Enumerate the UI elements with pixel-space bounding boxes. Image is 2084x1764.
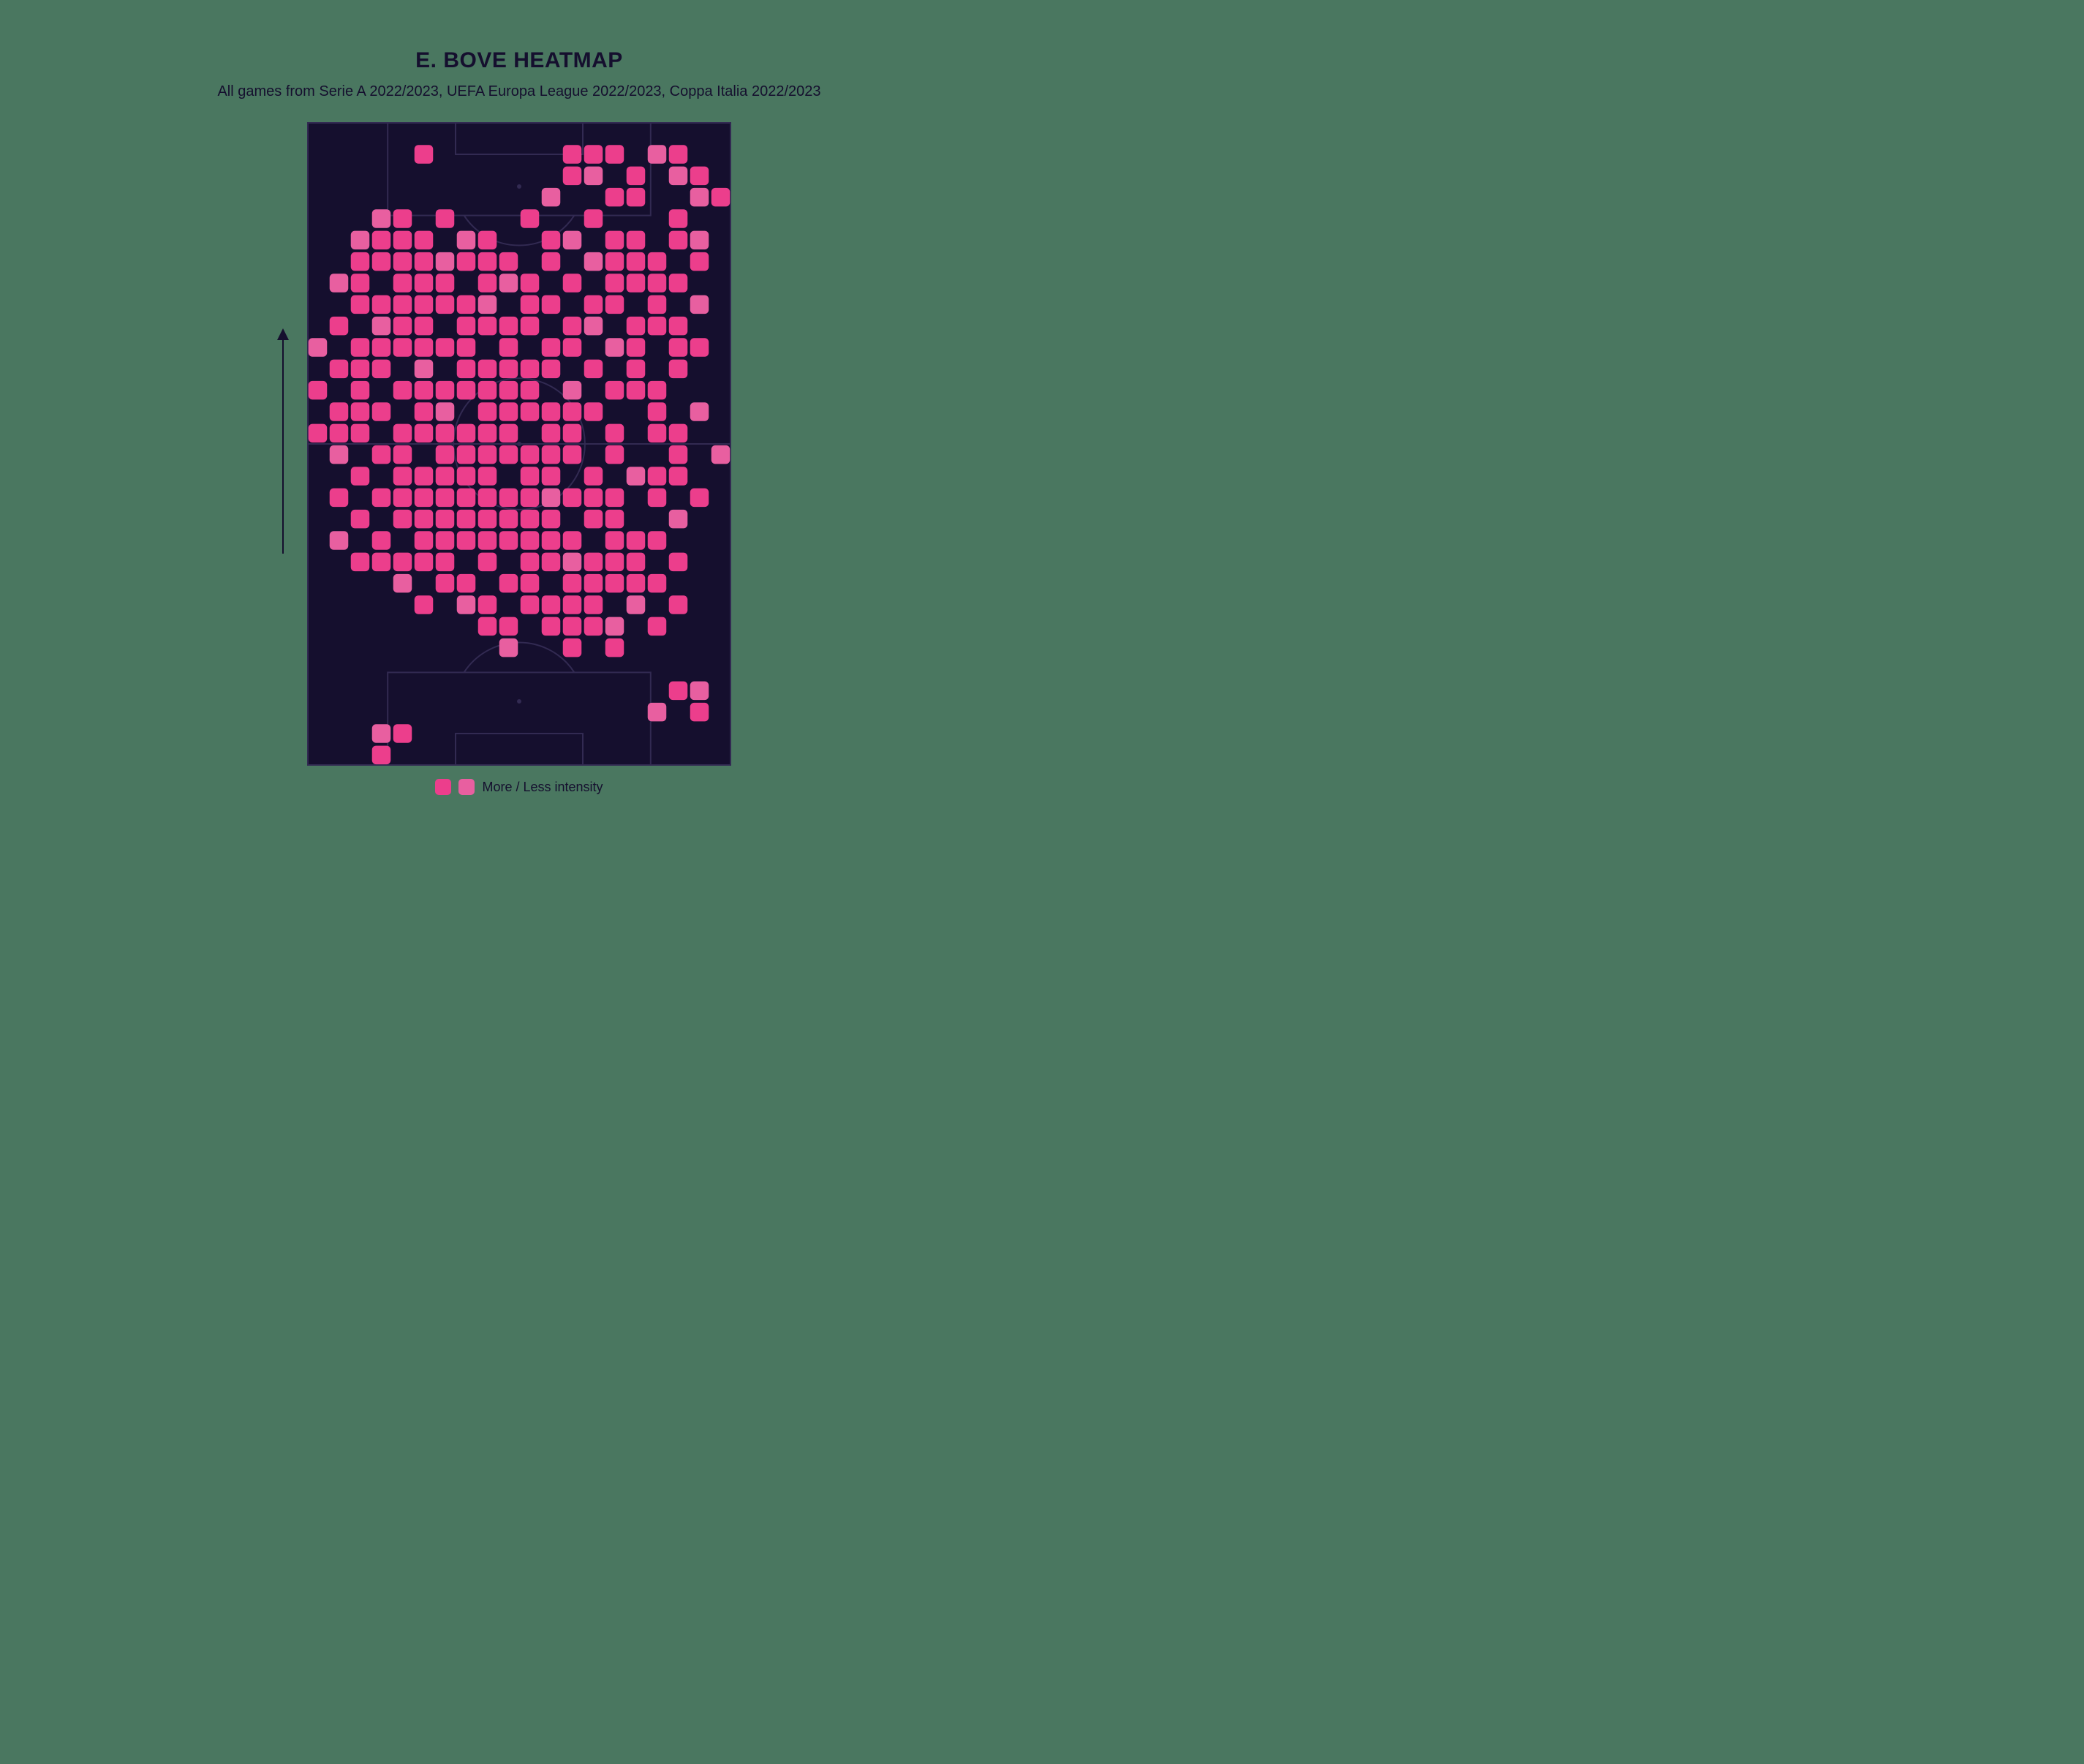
heatmap-card: E. BOVE HEATMAP All games from Serie A 2… bbox=[44, 26, 994, 810]
legend-label: More / Less intensity bbox=[482, 780, 603, 795]
pitch-container bbox=[307, 122, 731, 766]
legend-swatch-more bbox=[435, 779, 451, 795]
chart-title: E. BOVE HEATMAP bbox=[415, 48, 623, 73]
legend-swatch-less bbox=[458, 779, 475, 795]
chart-subtitle: All games from Serie A 2022/2023, UEFA E… bbox=[217, 83, 820, 100]
pitch-heatmap bbox=[307, 122, 731, 766]
direction-arrow-icon bbox=[272, 327, 294, 561]
legend: More / Less intensity bbox=[435, 779, 603, 795]
